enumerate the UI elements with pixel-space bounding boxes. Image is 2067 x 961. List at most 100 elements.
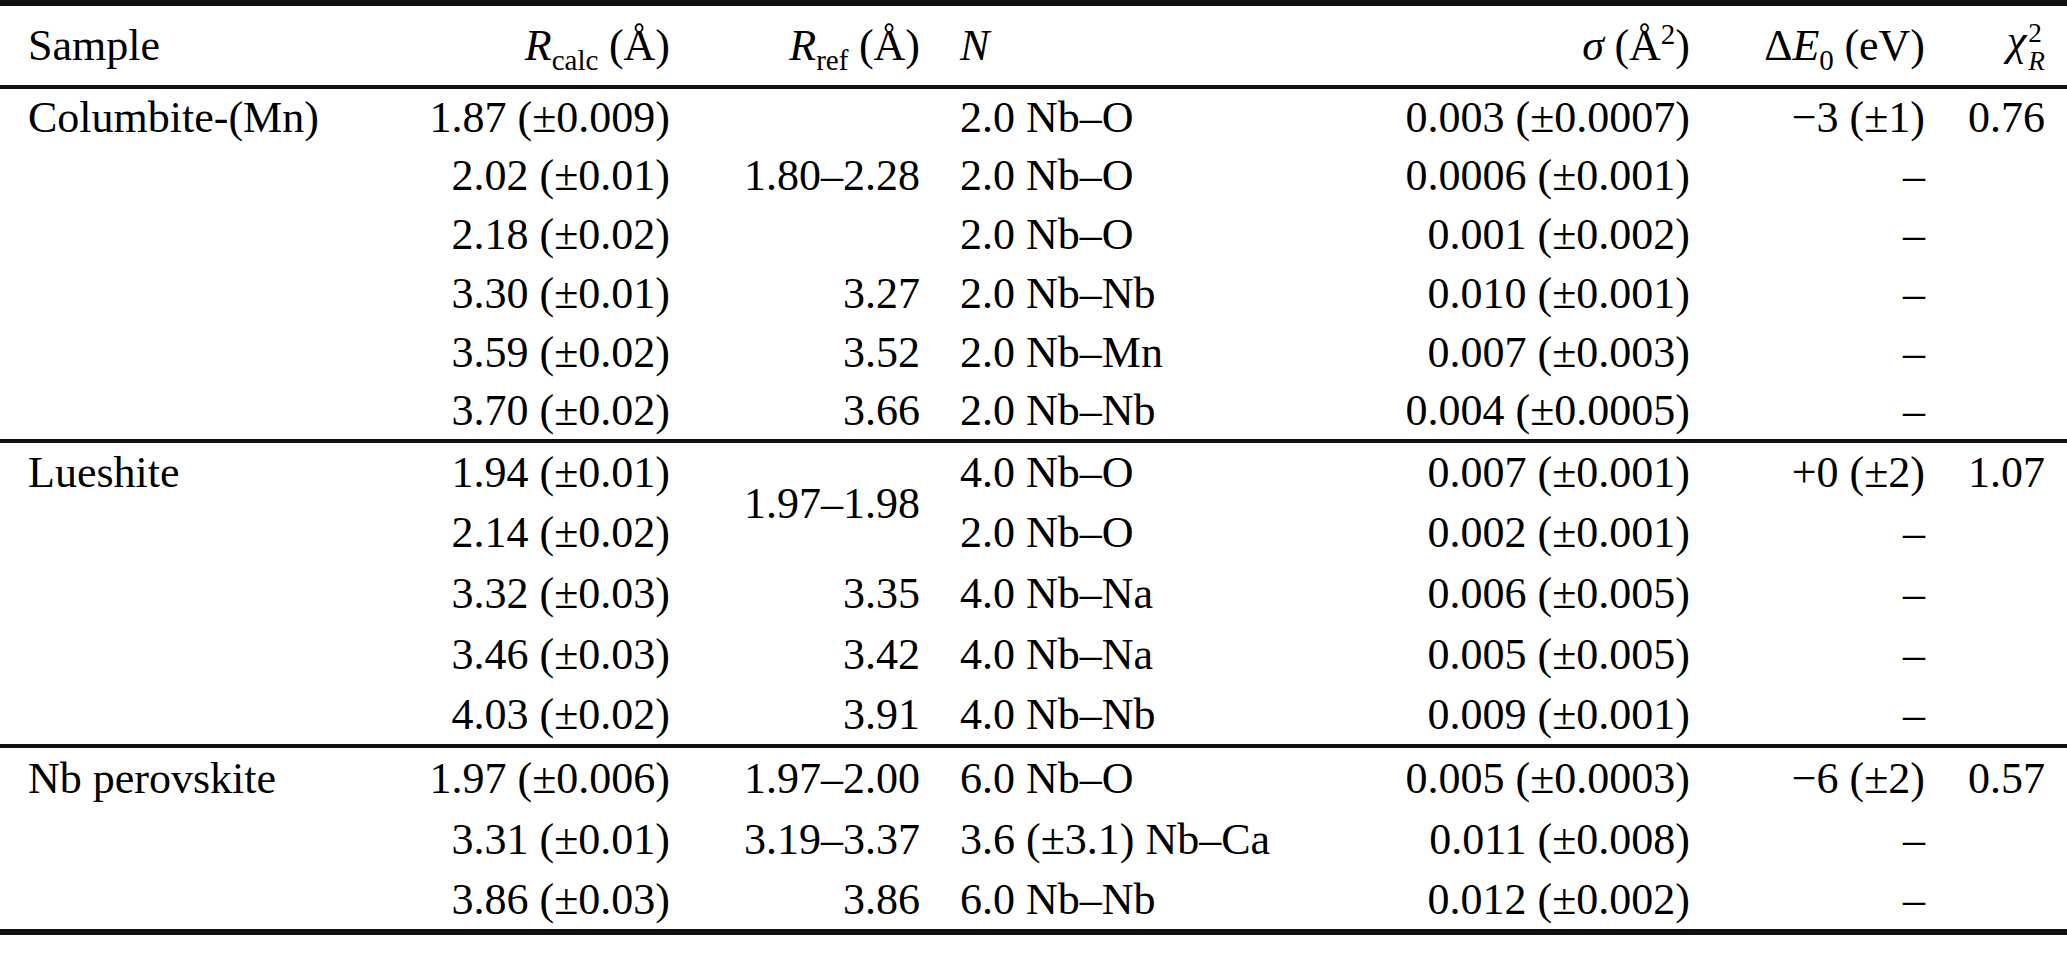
cell-n: 2.0 Nb–Nb (920, 264, 1350, 323)
r-ref-symbol: R (789, 21, 816, 70)
cell-chi2 (1925, 502, 2067, 563)
chi-symbol: χ (2007, 16, 2026, 65)
header-row: Sample Rcalc(Å) Rref(Å) N σ(Å2) ΔE0(eV) … (0, 3, 2067, 87)
cell-n: 6.0 Nb–Nb (920, 870, 1350, 932)
cell-sample: Nb perovskite (0, 746, 365, 808)
cell-chi2 (1925, 870, 2067, 932)
col-header-r-ref: Rref(Å) (670, 3, 920, 87)
cell-r-ref: 3.35 (670, 563, 920, 624)
cell-sigma: 0.001 (±0.002) (1350, 205, 1690, 264)
cell-n: 3.6 (±3.1) Nb–Ca (920, 808, 1350, 870)
e0-subscript: 0 (1819, 44, 1834, 76)
cell-delta-e0: −6 (±2) (1690, 746, 1925, 808)
cell-sigma: 0.011 (±0.008) (1350, 808, 1690, 870)
r-calc-unit: (Å) (609, 21, 670, 70)
cell-sample: Lueshite (0, 441, 365, 502)
cell-chi2: 1.07 (1925, 441, 2067, 502)
table-row: 4.03 (±0.02)3.914.0 Nb–Nb0.009 (±0.001)– (0, 685, 2067, 746)
table-row: 3.32 (±0.03)3.354.0 Nb–Na0.006 (±0.005)– (0, 563, 2067, 624)
chi-sup: 2 (2028, 19, 2045, 48)
cell-n: 6.0 Nb–O (920, 746, 1350, 808)
e0-symbol: E (1792, 21, 1819, 70)
table-row: 3.31 (±0.01)3.19–3.373.6 (±3.1) Nb–Ca0.0… (0, 808, 2067, 870)
cell-chi2 (1925, 382, 2067, 441)
table-group: Nb perovskite1.97 (±0.006)1.97–2.006.0 N… (0, 746, 2067, 932)
cell-r-calc: 2.18 (±0.02) (365, 205, 670, 264)
cell-chi2 (1925, 323, 2067, 382)
cell-chi2 (1925, 685, 2067, 746)
cell-delta-e0: – (1690, 624, 1925, 685)
cell-n: 4.0 Nb–O (920, 441, 1350, 502)
cell-r-calc: 3.46 (±0.03) (365, 624, 670, 685)
cell-delta-e0: – (1690, 563, 1925, 624)
cell-delta-e0: – (1690, 870, 1925, 932)
cell-r-ref: 1.97–2.00 (670, 746, 920, 808)
cell-chi2 (1925, 808, 2067, 870)
r-calc-symbol: R (525, 21, 552, 70)
cell-r-calc: 3.30 (±0.01) (365, 264, 670, 323)
cell-sample (0, 382, 365, 441)
cell-r-ref: 3.42 (670, 624, 920, 685)
cell-sample (0, 146, 365, 205)
table-row: 2.14 (±0.02)2.0 Nb–O0.002 (±0.001)– (0, 502, 2067, 563)
table-group: Columbite-(Mn)1.87 (±0.009)2.0 Nb–O0.003… (0, 87, 2067, 441)
cell-n: 2.0 Nb–O (920, 146, 1350, 205)
cell-chi2: 0.57 (1925, 746, 2067, 808)
cell-r-ref: 1.80–2.28 (670, 146, 920, 205)
chi-supsub: 2R (2028, 19, 2045, 76)
cell-sigma: 0.0006 (±0.001) (1350, 146, 1690, 205)
sigma-unit-open: (Å (1614, 21, 1660, 70)
cell-sample (0, 502, 365, 563)
cell-r-ref (670, 87, 920, 146)
cell-r-calc: 1.97 (±0.006) (365, 746, 670, 808)
cell-sigma: 0.005 (±0.0003) (1350, 746, 1690, 808)
delta-symbol: Δ (1764, 21, 1792, 70)
cell-r-ref: 3.91 (670, 685, 920, 746)
sigma-symbol: σ (1582, 21, 1604, 70)
col-header-chi2: χ2R (1925, 3, 2067, 87)
cell-chi2 (1925, 146, 2067, 205)
cell-r-ref: 3.52 (670, 323, 920, 382)
cell-sigma: 0.002 (±0.001) (1350, 502, 1690, 563)
cell-sample: Columbite-(Mn) (0, 87, 365, 146)
cell-delta-e0: – (1690, 685, 1925, 746)
table-row: 3.86 (±0.03)3.866.0 Nb–Nb0.012 (±0.002)– (0, 870, 2067, 932)
cell-n: 4.0 Nb–Nb (920, 685, 1350, 746)
cell-delta-e0: −3 (±1) (1690, 87, 1925, 146)
exafs-fit-table: Sample Rcalc(Å) Rref(Å) N σ(Å2) ΔE0(eV) … (0, 0, 2067, 935)
table-header: Sample Rcalc(Å) Rref(Å) N σ(Å2) ΔE0(eV) … (0, 3, 2067, 87)
cell-sample (0, 808, 365, 870)
cell-r-calc: 2.02 (±0.01) (365, 146, 670, 205)
cell-sigma: 0.003 (±0.0007) (1350, 87, 1690, 146)
cell-sample (0, 685, 365, 746)
table-row: Columbite-(Mn)1.87 (±0.009)2.0 Nb–O0.003… (0, 87, 2067, 146)
cell-chi2 (1925, 563, 2067, 624)
cell-r-calc: 3.32 (±0.03) (365, 563, 670, 624)
cell-r-calc: 3.59 (±0.02) (365, 323, 670, 382)
cell-r-ref: 3.27 (670, 264, 920, 323)
cell-sigma: 0.010 (±0.001) (1350, 264, 1690, 323)
col-header-sigma: σ(Å2) (1350, 3, 1690, 87)
cell-n: 4.0 Nb–Na (920, 624, 1350, 685)
cell-n: 2.0 Nb–O (920, 87, 1350, 146)
cell-sigma: 0.007 (±0.003) (1350, 323, 1690, 382)
table-row: 3.70 (±0.02)3.662.0 Nb–Nb0.004 (±0.0005)… (0, 382, 2067, 441)
cell-sigma: 0.005 (±0.005) (1350, 624, 1690, 685)
cell-sigma: 0.006 (±0.005) (1350, 563, 1690, 624)
col-header-n: N (920, 3, 1350, 87)
cell-delta-e0: – (1690, 205, 1925, 264)
cell-n: 2.0 Nb–Mn (920, 323, 1350, 382)
cell-r-ref: 3.19–3.37 (670, 808, 920, 870)
cell-r-calc: 1.94 (±0.01) (365, 441, 670, 502)
cell-sigma: 0.012 (±0.002) (1350, 870, 1690, 932)
cell-delta-e0: – (1690, 146, 1925, 205)
delta-e0-unit: (eV) (1844, 21, 1925, 70)
cell-r-calc: 2.14 (±0.02) (365, 502, 670, 563)
cell-delta-e0: – (1690, 808, 1925, 870)
col-header-sample: Sample (0, 3, 365, 87)
cell-delta-e0: – (1690, 502, 1925, 563)
cell-r-ref: 3.86 (670, 870, 920, 932)
cell-sample (0, 563, 365, 624)
cell-n: 2.0 Nb–O (920, 205, 1350, 264)
table-row: 3.30 (±0.01)3.272.0 Nb–Nb0.010 (±0.001)– (0, 264, 2067, 323)
